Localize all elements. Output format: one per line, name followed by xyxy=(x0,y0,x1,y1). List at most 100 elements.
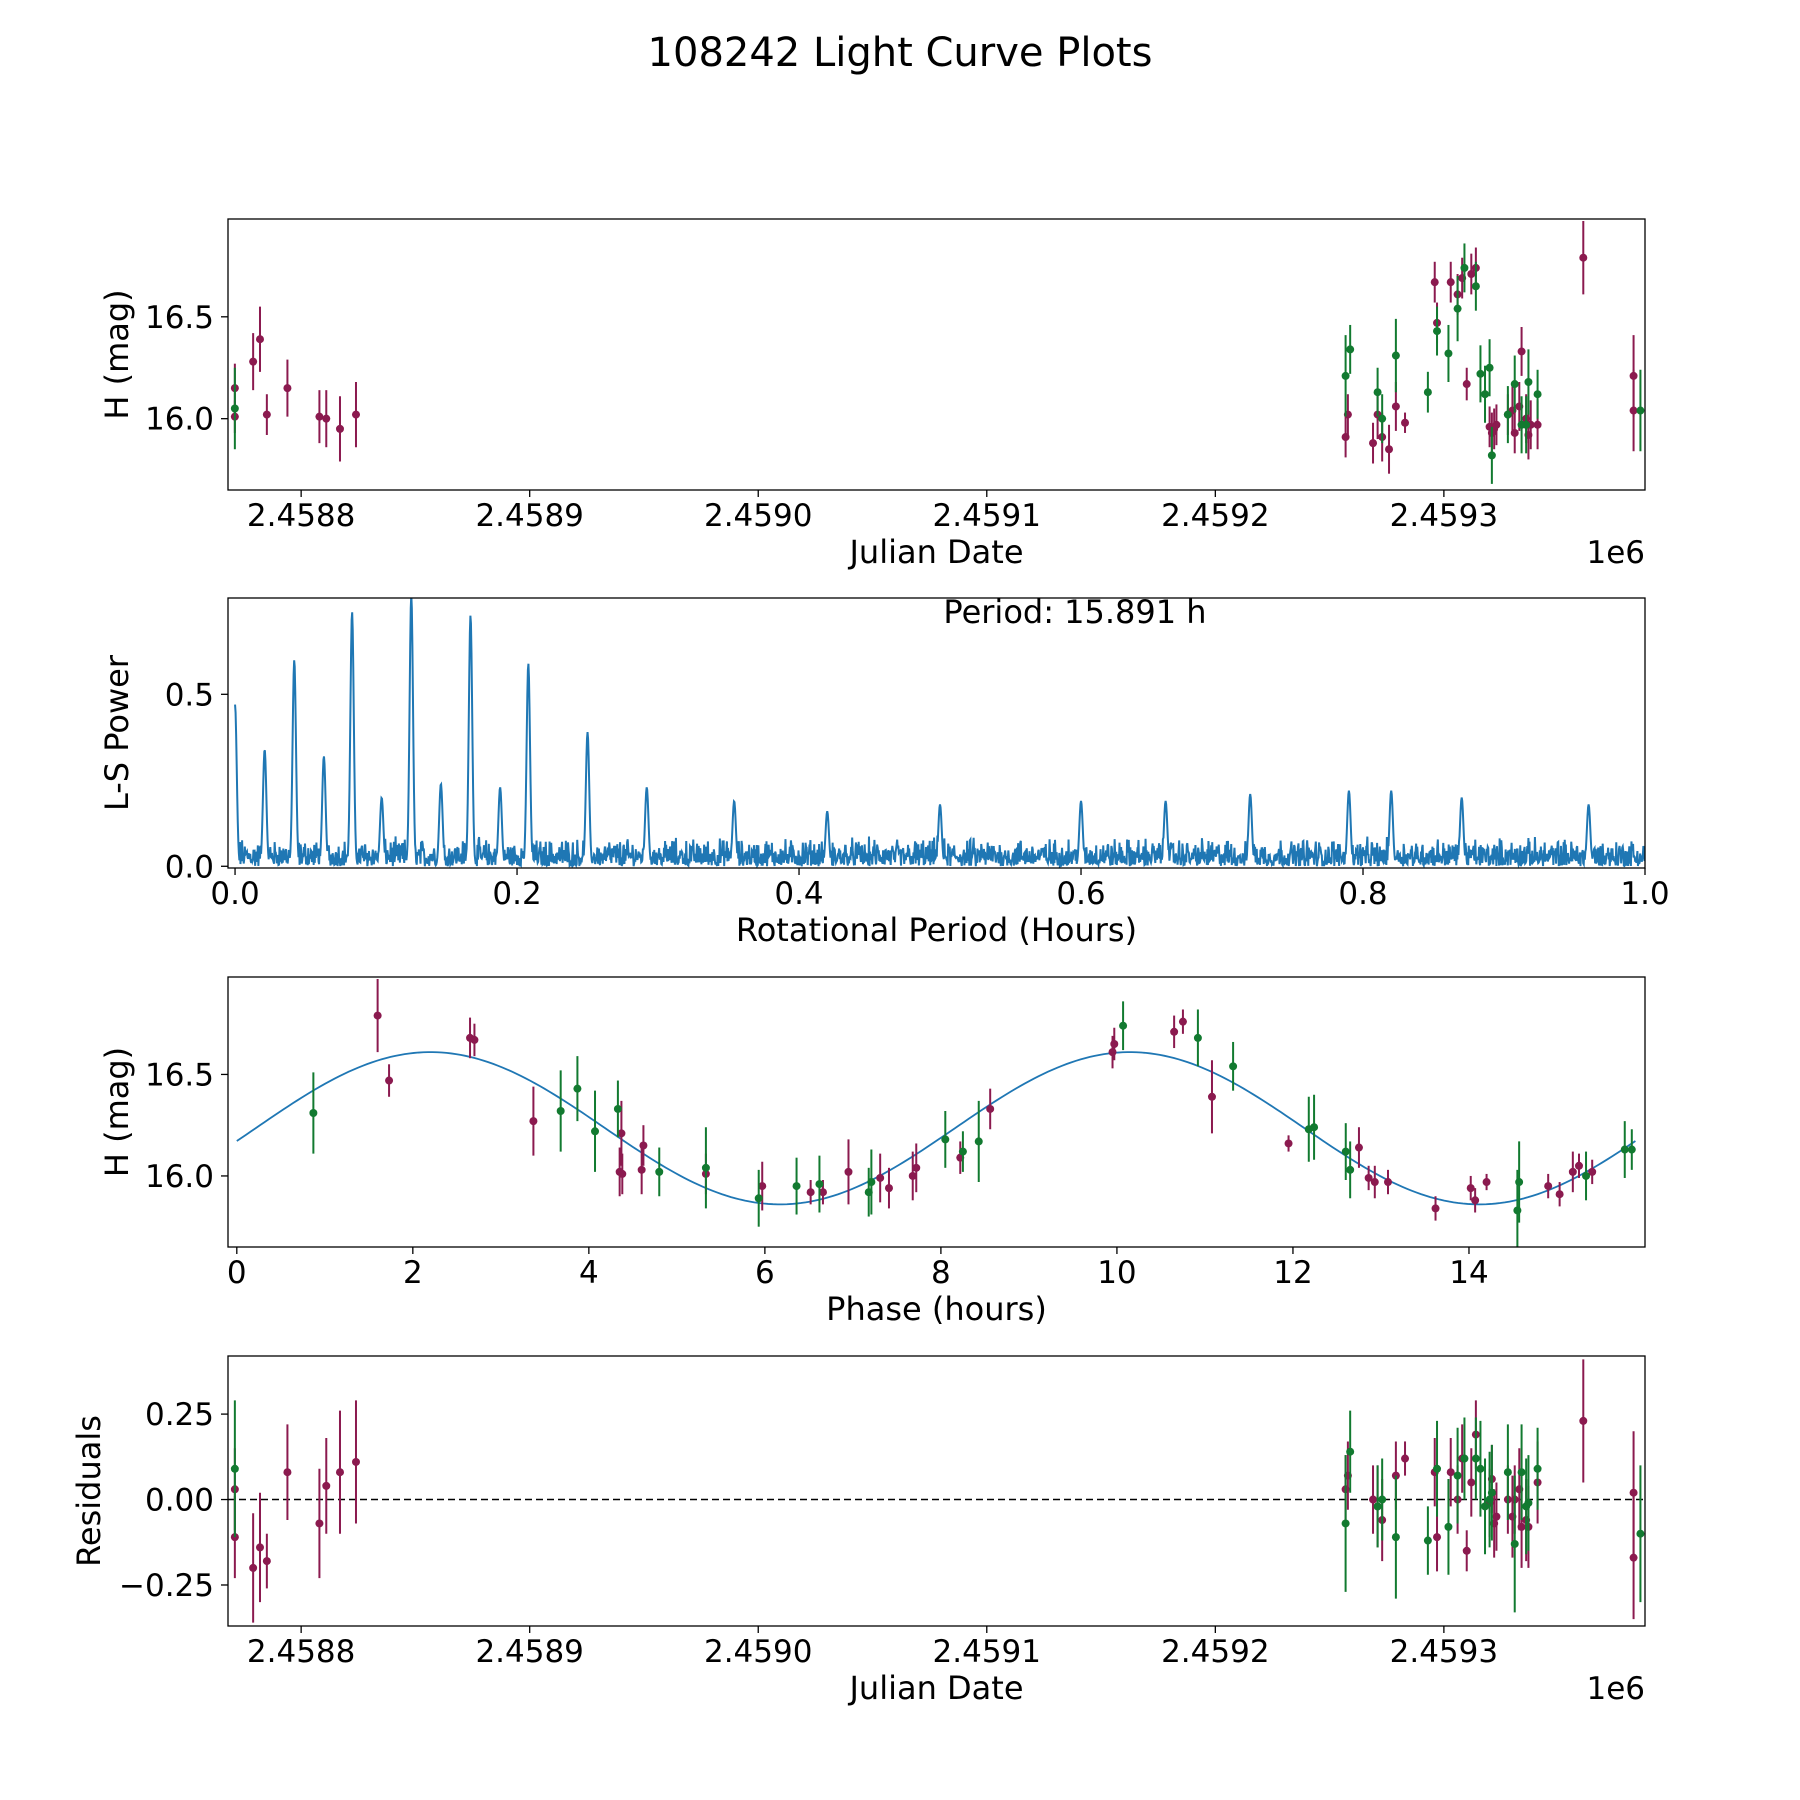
data-point xyxy=(1433,1533,1442,1542)
data-point xyxy=(1476,369,1485,378)
y-tick-label: 0.5 xyxy=(165,677,214,713)
data-point xyxy=(1178,1017,1187,1026)
data-point xyxy=(876,1173,885,1182)
data-point xyxy=(1481,1502,1490,1511)
residuals-plot-area xyxy=(228,1359,1645,1623)
data-point xyxy=(373,1011,382,1020)
data-point xyxy=(1471,1454,1480,1463)
data-point xyxy=(1354,1143,1363,1152)
data-point xyxy=(1515,1178,1524,1187)
data-point xyxy=(1460,263,1469,272)
data-point xyxy=(1522,420,1531,429)
data-point xyxy=(1467,270,1476,279)
data-point xyxy=(1510,380,1519,389)
data-point xyxy=(1636,406,1645,415)
data-point xyxy=(335,424,344,433)
data-point xyxy=(1579,253,1588,262)
x-tick-label: 2.4588 xyxy=(247,498,355,534)
data-point xyxy=(1579,1416,1588,1425)
data-point xyxy=(1517,1522,1526,1531)
data-point xyxy=(1462,1546,1471,1555)
data-point xyxy=(1574,1161,1583,1170)
x-tick-label: 2.4593 xyxy=(1390,498,1498,534)
data-point xyxy=(974,1137,983,1146)
data-point xyxy=(754,1194,763,1203)
data-point xyxy=(249,357,258,366)
data-point xyxy=(1423,1536,1432,1545)
x-tick-label: 2.4590 xyxy=(704,498,812,534)
data-point xyxy=(351,1457,360,1466)
data-point xyxy=(1108,1048,1117,1057)
data-point xyxy=(1193,1033,1202,1042)
x-tick-label: 14 xyxy=(1449,1255,1488,1291)
data-point xyxy=(639,1141,648,1150)
x-tick-label: 2.4591 xyxy=(933,1634,1041,1670)
data-point xyxy=(1476,1464,1485,1473)
x-tick-label: 0.8 xyxy=(1338,876,1387,912)
lightcurve-plot-area xyxy=(230,221,1645,484)
data-point xyxy=(1627,1145,1636,1154)
data-point xyxy=(1444,1522,1453,1531)
data-point xyxy=(758,1182,767,1191)
data-point xyxy=(1629,1488,1638,1497)
data-point xyxy=(262,1557,271,1566)
y-axis-label: H (mag) xyxy=(98,1047,136,1177)
fit-curve xyxy=(236,1051,1636,1206)
data-point xyxy=(249,1563,258,1572)
data-point xyxy=(1431,1204,1440,1213)
lightcurve-panel xyxy=(221,218,1646,497)
y-tick-label: 16.5 xyxy=(145,1057,214,1093)
x-axis-label: Julian Date xyxy=(847,1669,1023,1707)
x-tick-label: 0.4 xyxy=(774,876,823,912)
data-point xyxy=(844,1167,853,1176)
data-point xyxy=(941,1135,950,1144)
data-point xyxy=(1341,1147,1350,1156)
data-point xyxy=(591,1127,600,1136)
x-tick-label: 8 xyxy=(931,1255,951,1291)
data-point xyxy=(1378,1495,1387,1504)
data-point xyxy=(573,1084,582,1093)
data-point xyxy=(1462,380,1471,389)
data-point xyxy=(912,1163,921,1172)
y-tick-label: 16.5 xyxy=(145,300,214,336)
data-point xyxy=(470,1035,479,1044)
data-point xyxy=(1568,1167,1577,1176)
data-point xyxy=(1588,1167,1597,1176)
data-point xyxy=(1446,1468,1455,1477)
data-point xyxy=(701,1163,710,1172)
data-point xyxy=(1346,1447,1355,1456)
data-point xyxy=(1369,1495,1378,1504)
data-point xyxy=(1170,1027,1179,1036)
data-point xyxy=(1533,420,1542,429)
data-point xyxy=(1636,1529,1645,1538)
x-offset-label: 1e6 xyxy=(1586,1671,1645,1707)
data-point xyxy=(613,1104,622,1113)
data-point xyxy=(1517,347,1526,356)
data-point xyxy=(529,1117,538,1126)
period-annotation: Period: 15.891 h xyxy=(943,593,1206,631)
data-point xyxy=(637,1165,646,1174)
data-point xyxy=(1341,1519,1350,1528)
data-point xyxy=(385,1076,394,1085)
data-point xyxy=(1284,1139,1293,1148)
data-point xyxy=(1487,1488,1496,1497)
data-point xyxy=(230,404,239,413)
data-point xyxy=(1370,1178,1379,1187)
data-point xyxy=(262,410,271,419)
data-point xyxy=(1533,1464,1542,1473)
periodogram-frame xyxy=(227,597,1646,869)
x-tick-label: 12 xyxy=(1273,1255,1312,1291)
data-point xyxy=(1373,1502,1382,1511)
data-point xyxy=(1430,278,1439,287)
data-point xyxy=(230,1464,239,1473)
data-point xyxy=(1503,410,1512,419)
data-point xyxy=(1391,402,1400,411)
data-point xyxy=(1341,433,1350,442)
data-point xyxy=(884,1184,893,1193)
data-point xyxy=(351,410,360,419)
x-tick-label: 2.4591 xyxy=(933,498,1041,534)
y-axis-label: H (mag) xyxy=(98,289,136,419)
data-point xyxy=(1453,1471,1462,1480)
data-point xyxy=(1481,390,1490,399)
